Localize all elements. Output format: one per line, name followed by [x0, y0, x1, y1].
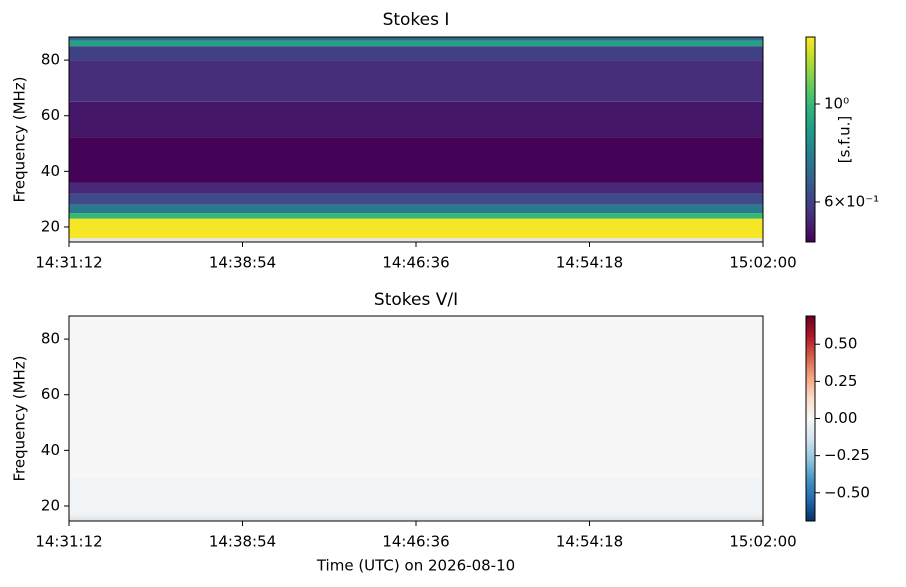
x-tick-label: 14:54:18: [556, 533, 623, 551]
heatmap-band: [69, 37, 763, 41]
x-axis-label: Time (UTC) on 2026-08-10: [316, 557, 515, 575]
heatmap-band: [69, 517, 763, 521]
chart-title: Stokes V/I: [374, 290, 458, 310]
heatmap-band: [69, 193, 763, 205]
y-axis-label: Frequency (MHz): [11, 355, 29, 481]
chart-title: Stokes I: [383, 10, 450, 30]
x-tick-label: 14:46:36: [382, 254, 449, 272]
y-tick-label: 20: [41, 217, 60, 235]
x-tick-label: 15:02:00: [729, 533, 796, 551]
colorbar-tick-label: −0.50: [824, 483, 870, 501]
x-tick-label: 14:46:36: [382, 533, 449, 551]
x-tick-label: 15:02:00: [729, 254, 796, 272]
colorbar-tick-label: 0.00: [824, 409, 857, 427]
y-tick-label: 80: [41, 330, 60, 348]
heatmap-band: [69, 182, 763, 194]
heatmap-band: [69, 238, 763, 242]
heatmap-band: [69, 213, 763, 219]
colorbar-tick-label: 6×10⁻¹: [824, 192, 879, 210]
y-tick-label: 20: [41, 496, 60, 514]
heatmap-band: [69, 60, 763, 102]
colorbar-tick-label: 0.50: [824, 335, 857, 353]
heatmap-band: [69, 218, 763, 239]
heatmap-band: [69, 204, 763, 214]
heatmap-band: [69, 514, 763, 518]
colorbar-label: [s.f.u.]: [836, 116, 854, 164]
y-tick-label: 80: [41, 51, 60, 69]
heatmap-band: [69, 46, 763, 61]
x-tick-label: 14:54:18: [556, 254, 623, 272]
y-tick-label: 40: [41, 162, 60, 180]
colorbar-tick-label: −0.25: [824, 446, 870, 464]
x-tick-label: 14:38:54: [209, 254, 276, 272]
colorbar: [805, 315, 816, 522]
x-tick-label: 14:31:12: [35, 533, 102, 551]
heatmap-band: [69, 316, 763, 479]
heatmap-band: [69, 478, 763, 515]
y-axis-label: Frequency (MHz): [11, 76, 29, 202]
colorbar-tick-label: 0.25: [824, 372, 857, 390]
y-tick-label: 60: [41, 106, 60, 124]
colorbar: [805, 36, 816, 243]
heatmap-band: [69, 40, 763, 47]
x-tick-label: 14:38:54: [209, 533, 276, 551]
heatmap-band: [69, 137, 763, 183]
x-tick-label: 14:31:12: [35, 254, 102, 272]
y-tick-label: 60: [41, 385, 60, 403]
colorbar-tick-label: 10⁰: [824, 94, 849, 112]
y-tick-label: 40: [41, 441, 60, 459]
heatmap-band: [69, 101, 763, 138]
